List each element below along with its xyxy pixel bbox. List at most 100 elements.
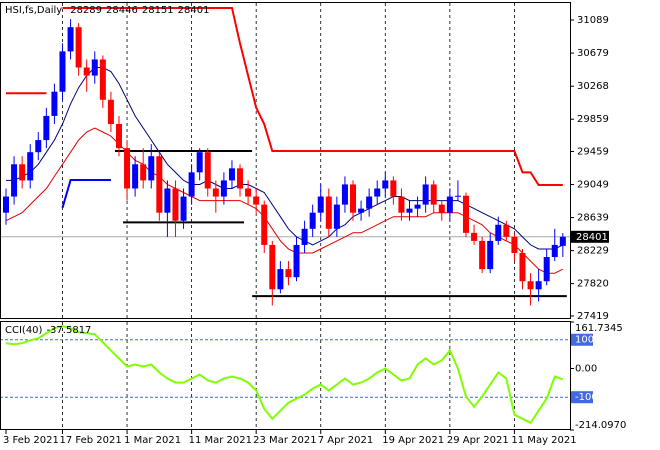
- x-tick-label: 11 May 2021: [511, 435, 576, 446]
- candle-body: [196, 152, 203, 173]
- candle-body: [51, 91, 58, 116]
- candle-body: [559, 236, 566, 246]
- candle-body: [277, 269, 284, 290]
- candle-body: [115, 123, 122, 149]
- candle-body: [446, 196, 453, 213]
- candle-body: [406, 208, 413, 213]
- candle-body: [269, 244, 276, 290]
- y-tick-label: 28229: [577, 246, 609, 257]
- candle-body: [75, 27, 82, 68]
- candle-body: [140, 164, 147, 181]
- cci-level-box: [571, 333, 593, 346]
- cci-tick-label: 100: [575, 335, 594, 346]
- cci-tick-label: 161.7345: [575, 323, 623, 334]
- candle-body: [3, 196, 9, 213]
- candle-body: [172, 188, 179, 221]
- candle-body: [11, 164, 18, 197]
- candle-body: [67, 27, 74, 52]
- symbol: HSI,fs,Daily: [5, 5, 62, 16]
- candle-body: [293, 244, 300, 278]
- x-tick-label: 3 Feb 2021: [3, 435, 59, 446]
- candle-body: [180, 196, 187, 221]
- cci-line: [5, 325, 564, 425]
- low-value: 28151: [142, 5, 174, 16]
- candle-body: [19, 164, 26, 181]
- x-tick-label: 7 Apr 2021: [318, 435, 373, 446]
- candle-body: [374, 188, 381, 197]
- candle-body: [511, 236, 518, 253]
- candle-body: [317, 196, 324, 213]
- candle-body: [124, 148, 131, 189]
- candle-body: [27, 152, 34, 181]
- y-tick-label: 30679: [577, 48, 609, 59]
- close-value: 28401: [178, 5, 210, 16]
- candle-body: [390, 180, 397, 197]
- candle-body: [91, 59, 98, 76]
- candle-body: [551, 244, 558, 258]
- x-tick-label: 23 Mar 2021: [253, 435, 316, 446]
- cci-panel-frame: [0, 321, 571, 430]
- candle-body: [325, 196, 332, 229]
- candle-body: [543, 257, 550, 282]
- candle-body: [309, 212, 316, 229]
- cci-tick-label: -100: [575, 392, 598, 403]
- cci-header: CCI(40) -37.5817: [5, 325, 91, 336]
- price-header: HSI,fs,Daily 28289 28446 28151 28401: [5, 5, 209, 16]
- candle-body: [366, 196, 373, 209]
- candle-body: [237, 168, 244, 189]
- cci-tick-label: -214.0970: [575, 420, 626, 431]
- indicator-line: [6, 67, 564, 250]
- indicator-line: [61, 179, 111, 209]
- y-tick-label: 31089: [577, 15, 609, 26]
- candle-body: [261, 204, 268, 245]
- cci-level-box: [571, 391, 593, 404]
- candle-body: [148, 156, 155, 181]
- candle-body: [495, 224, 502, 241]
- y-tick-label: 30268: [577, 81, 609, 92]
- y-tick-label: 29049: [577, 180, 609, 191]
- candle-body: [245, 188, 252, 197]
- candle-body: [350, 184, 357, 213]
- candle-body: [527, 281, 534, 290]
- candle-body: [422, 184, 429, 205]
- candle-body: [164, 188, 171, 213]
- candle-body: [43, 115, 50, 141]
- y-tick-label: 29859: [577, 114, 609, 125]
- candle-body: [285, 269, 292, 278]
- candle-body: [398, 196, 405, 213]
- y-tick-label: 27820: [577, 279, 609, 290]
- price-panel-frame: [0, 2, 571, 319]
- candle-body: [487, 240, 494, 270]
- x-tick-label: 19 Apr 2021: [382, 435, 444, 446]
- candle-body: [204, 152, 211, 189]
- indicator-line: [5, 127, 564, 274]
- high-value: 28446: [106, 5, 138, 16]
- candle-body: [228, 168, 235, 181]
- candle-body: [132, 164, 139, 189]
- cci-tick-label: 0.00: [575, 363, 597, 374]
- candle-body: [99, 59, 106, 100]
- y-tick-label: 28639: [577, 213, 609, 224]
- candle-body: [462, 195, 469, 233]
- cci-title: CCI(40): [5, 325, 43, 336]
- candle-body: [220, 180, 227, 197]
- candle-body: [212, 188, 219, 197]
- candle-body: [59, 51, 66, 92]
- candle-body: [430, 184, 437, 205]
- candle-body: [35, 140, 42, 153]
- price-label: 28401: [576, 232, 608, 243]
- price-label-box: [571, 230, 609, 243]
- candle-body: [341, 184, 348, 205]
- candle-body: [188, 172, 195, 197]
- indicator-line: [62, 7, 563, 186]
- cci-value: -37.5817: [46, 325, 91, 336]
- x-tick-label: 29 Apr 2021: [447, 435, 509, 446]
- candle-body: [471, 232, 478, 241]
- candle-body: [83, 67, 90, 76]
- open-value: 28289: [70, 5, 102, 16]
- candle-body: [253, 196, 260, 205]
- candle-body: [414, 204, 421, 209]
- x-tick-label: 11 Mar 2021: [189, 435, 252, 446]
- candle-body: [333, 204, 340, 229]
